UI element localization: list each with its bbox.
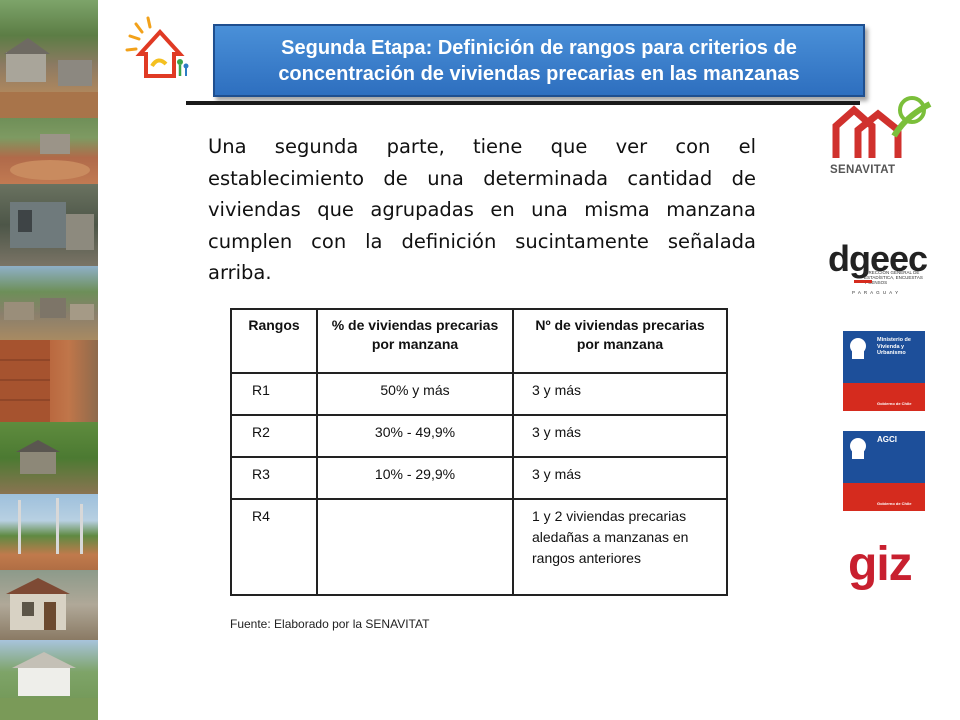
dgeec-red-bar xyxy=(854,280,872,283)
agci-logo: AGCI Gobierno de Chile xyxy=(843,431,925,511)
dgeec-logo: dgeec xyxy=(828,238,928,279)
photo-settlement xyxy=(0,266,98,340)
body-paragraph: Una segunda parte, tiene que ver con el … xyxy=(208,135,756,284)
dgeec-subtitle: DIRECCIÓN GENERAL DE ESTADÍSTICA, ENCUES… xyxy=(864,270,923,285)
photo-house-front xyxy=(0,570,98,640)
gov1-footer: Gobierno de Chile xyxy=(877,401,912,406)
ministerio-vivienda-logo: Ministerio de Vivienda y Urbanismo Gobie… xyxy=(843,331,925,411)
cell-count: 1 y 2 viviendas precarias aledañas a man… xyxy=(512,498,728,596)
gov1-title: Ministerio de Vivienda y Urbanismo xyxy=(877,337,911,356)
house-logo xyxy=(122,14,192,82)
photo-road-poles xyxy=(0,494,98,570)
photo-shack xyxy=(0,184,98,266)
photo-white-house xyxy=(0,640,98,720)
photo-dirt-road xyxy=(0,118,98,184)
photo-strip xyxy=(0,0,98,720)
cell-rango: R2 xyxy=(230,414,318,458)
table-row: R4 1 y 2 viviendas precarias aledañas a … xyxy=(230,498,728,596)
ranges-table-container: Rangos % de viviendas precarias por manz… xyxy=(230,308,728,596)
cell-rango: R3 xyxy=(230,456,318,500)
giz-logo: giz xyxy=(848,538,913,591)
header-percent: % de viviendas precarias por manzana xyxy=(316,308,514,374)
cell-count: 3 y más xyxy=(512,414,728,458)
photo-brick-wall xyxy=(0,340,98,422)
cell-rango: R1 xyxy=(230,372,318,416)
table-row: R2 30% - 49,9% 3 y más xyxy=(230,414,728,458)
cell-percent: 50% y más xyxy=(316,372,514,416)
cell-percent xyxy=(316,498,514,596)
title-underline xyxy=(186,101,860,105)
dgeec-country: P A R A G U A Y xyxy=(852,290,900,295)
cell-percent: 30% - 49,9% xyxy=(316,414,514,458)
table-row: R3 10% - 29,9% 3 y más xyxy=(230,456,728,500)
gov2-title: AGCI xyxy=(877,435,897,444)
page-title: Segunda Etapa: Definición de rangos para… xyxy=(278,36,800,85)
source-note: Fuente: Elaborado por la SENAVITAT xyxy=(230,617,430,631)
cell-rango: R4 xyxy=(230,498,318,596)
senavitat-logo xyxy=(832,96,936,166)
photo-vegetation xyxy=(0,422,98,494)
ranges-table: Rangos % de viviendas precarias por manz… xyxy=(230,308,728,596)
cell-count: 3 y más xyxy=(512,456,728,500)
table-header-row: Rangos % de viviendas precarias por manz… xyxy=(230,308,728,374)
gov2-footer: Gobierno de Chile xyxy=(877,501,912,506)
cell-percent: 10% - 29,9% xyxy=(316,456,514,500)
table-row: R1 50% y más 3 y más xyxy=(230,372,728,416)
senavitat-label: SENAVITAT xyxy=(830,164,896,176)
cell-count: 3 y más xyxy=(512,372,728,416)
header-rangos: Rangos xyxy=(230,308,318,374)
title-banner: Segunda Etapa: Definición de rangos para… xyxy=(213,24,865,97)
photo-houses-1 xyxy=(0,0,98,118)
header-count: Nº de viviendas precarias por manzana xyxy=(512,308,728,374)
